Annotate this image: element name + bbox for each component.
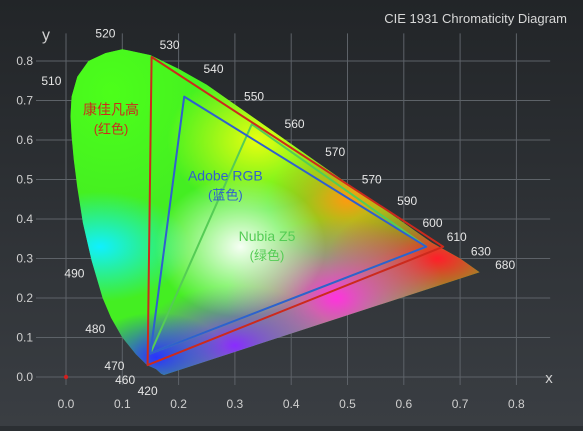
series-label-name: Adobe RGB <box>188 168 263 184</box>
wavelength-label: 510 <box>41 74 61 88</box>
x-tick-label: 0.8 <box>508 397 525 411</box>
chart-title: CIE 1931 Chromaticity Diagram <box>384 11 567 26</box>
series-label-note: (绿色) <box>250 248 285 263</box>
wavelength-label: 570 <box>325 145 345 159</box>
wavelength-label: 460 <box>115 373 135 387</box>
gamut-triangle <box>149 95 428 355</box>
y-tick-label: 0.3 <box>16 252 33 266</box>
y-tick-label: 0.4 <box>16 212 33 226</box>
y-tick-label: 0.7 <box>16 94 33 108</box>
white-point-marker <box>63 374 69 380</box>
gamut-triangle <box>146 56 445 367</box>
x-tick-label: 0.3 <box>227 397 244 411</box>
white-region <box>155 176 326 317</box>
wavelength-label: 420 <box>138 384 158 398</box>
series-label-name: 康佳凡高 <box>83 101 139 117</box>
x-tick-label: 0.1 <box>114 397 131 411</box>
wavelength-label: 530 <box>160 38 180 52</box>
wavelength-label: 560 <box>285 117 305 131</box>
y-axis-label: y <box>42 27 50 44</box>
cyan-region <box>70 191 190 302</box>
series-label-note: (红色) <box>94 121 129 136</box>
axis-ticks: 0.0 0.1 0.2 0.3 0.4 0.5 0.6 0.7 0.8 0.0 0.1 0.2 0.3 0… <box>16 54 525 411</box>
y-tick-label: 0.2 <box>16 291 33 305</box>
x-tick-label: 0.5 <box>339 397 356 411</box>
series-labels: 康佳凡高 (红色) Adobe RGB (蓝色) Nubia Z5 (绿色) <box>83 101 296 263</box>
blue-region <box>86 312 227 375</box>
x-axis-label: x <box>545 370 553 387</box>
x-tick-label: 0.2 <box>170 397 187 411</box>
gamut-triangles <box>146 56 445 367</box>
wavelength-label: 630 <box>471 244 491 258</box>
wavelength-label: 550 <box>244 90 264 104</box>
wavelength-label: 520 <box>95 26 115 40</box>
wavelength-label: 590 <box>397 194 417 208</box>
y-tick-label: 0.1 <box>16 331 33 345</box>
y-tick-label: 0.8 <box>16 54 33 68</box>
wavelength-label: 600 <box>422 216 442 230</box>
x-tick-label: 0.0 <box>58 397 75 411</box>
x-tick-label: 0.6 <box>395 397 412 411</box>
x-tick-label: 0.4 <box>283 397 300 411</box>
y-tick-label: 0.0 <box>16 370 33 384</box>
wavelength-label: 540 <box>203 62 223 76</box>
series-label-name: Nubia Z5 <box>239 228 296 244</box>
y-tick-label: 0.6 <box>16 133 33 147</box>
wavelength-label: 570 <box>362 173 382 187</box>
series-label-note: (蓝色) <box>208 188 243 203</box>
green-region <box>70 49 222 213</box>
wavelength-label: 490 <box>64 267 84 281</box>
y-tick-label: 0.5 <box>16 173 33 187</box>
x-tick-label: 0.7 <box>452 397 469 411</box>
wavelength-label: 480 <box>85 322 105 336</box>
wavelength-label: 610 <box>447 230 467 244</box>
wavelength-label: 680 <box>495 258 515 272</box>
violet-region <box>134 285 335 375</box>
wavelength-label: 470 <box>104 359 124 373</box>
wavelength-labels: 520 530 540 550 560 570 570 590 600 610 630 680 510 4… <box>41 26 515 397</box>
